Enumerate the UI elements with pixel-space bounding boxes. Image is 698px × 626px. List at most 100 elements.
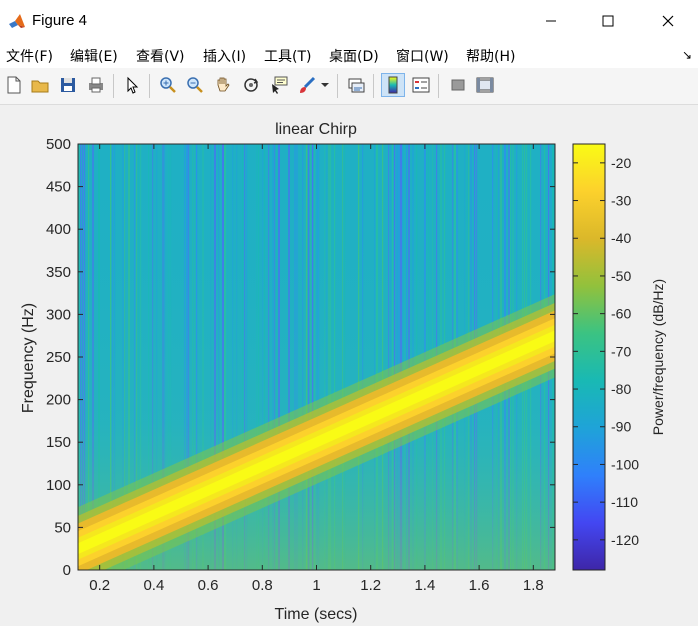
insert-legend-button[interactable] xyxy=(409,73,433,97)
new-figure-icon xyxy=(7,76,21,94)
ridge-band xyxy=(78,330,555,555)
open-file-icon xyxy=(31,80,49,93)
zoom-in-button[interactable] xyxy=(156,73,180,97)
plot-area xyxy=(77,143,556,571)
x-tick-label: 1.2 xyxy=(360,577,381,594)
maximize-button[interactable] xyxy=(585,8,631,34)
chirp-ridge xyxy=(78,294,555,570)
menu-insert[interactable]: 插入(I) xyxy=(203,49,247,65)
y-tick-label: 300 xyxy=(46,306,71,323)
colorbar-tick-label: -90 xyxy=(611,419,631,435)
y-tick-label: 200 xyxy=(46,392,71,409)
show-plot-tools-button[interactable] xyxy=(473,73,497,97)
rotate-3d-icon xyxy=(244,78,259,92)
y-tick-label: 50 xyxy=(54,519,71,536)
dock-arrow-icon[interactable]: ↘ xyxy=(681,48,692,62)
toolbar-separator xyxy=(149,74,150,98)
menu-desktop[interactable]: 桌面(D) xyxy=(329,49,379,65)
toolbar-separator xyxy=(113,74,114,98)
colorbar-tick-label: -110 xyxy=(611,494,638,510)
data-cursor-icon xyxy=(272,76,288,94)
close-icon xyxy=(662,15,674,27)
edit-plot-arrow-icon xyxy=(127,76,139,94)
x-tick-label: 0.4 xyxy=(143,577,164,594)
y-tick-label: 350 xyxy=(46,264,71,281)
window-title: Figure 4 xyxy=(32,12,88,29)
colorbar-tick-label: -100 xyxy=(611,456,639,472)
y-tick-label: 400 xyxy=(46,221,71,238)
y-axis: 0 50 100 150 200 250 300 350 400 450 500 xyxy=(46,136,555,579)
brush-dropdown-button[interactable] xyxy=(319,73,331,97)
y-tick-label: 250 xyxy=(46,349,71,366)
x-tick-label: 0.6 xyxy=(198,577,219,594)
zoom-in-icon xyxy=(160,77,176,93)
insert-colorbar-icon xyxy=(388,76,398,94)
colorbar-tick-label: -20 xyxy=(611,155,631,171)
colorbar-tick-label: -60 xyxy=(611,306,631,322)
open-file-button[interactable] xyxy=(28,73,52,97)
spectrogram-chart: linear Chirp 0.2 0.4 0.6 0.8 1 1.2 1.4 1.6 1.8 0… xyxy=(20,121,666,623)
zoom-out-icon xyxy=(187,77,203,93)
colorbar-tick-label: -50 xyxy=(611,268,631,284)
rotate-3d-button[interactable] xyxy=(239,73,263,97)
close-button[interactable] xyxy=(645,8,691,34)
hide-plot-tools-button[interactable] xyxy=(446,73,470,97)
figure-toolbar xyxy=(0,68,698,105)
menu-help[interactable]: 帮助(H) xyxy=(466,49,516,65)
colorbar-gradient xyxy=(572,143,606,571)
matlab-logo-icon xyxy=(9,14,25,28)
y-tick-label: 0 xyxy=(63,562,71,579)
x-tick-label: 1.4 xyxy=(414,577,435,594)
minimize-icon xyxy=(546,20,556,22)
save-button[interactable] xyxy=(56,73,80,97)
x-tick-label: 1 xyxy=(312,577,320,594)
new-figure-button[interactable] xyxy=(2,73,26,97)
menu-window[interactable]: 窗口(W) xyxy=(396,49,449,65)
brush-dropdown-icon xyxy=(321,83,329,87)
x-tick-label: 0.8 xyxy=(252,577,273,594)
toolbar-separator xyxy=(438,74,439,98)
minimize-button[interactable] xyxy=(528,8,574,34)
menu-file[interactable]: 文件(F) xyxy=(6,49,53,65)
x-tick-label: 1.6 xyxy=(469,577,490,594)
data-cursor-button[interactable] xyxy=(267,73,291,97)
menu-bar: 文件(F) 编辑(E) 查看(V) 插入(I) 工具(T) 桌面(D) 窗口(W… xyxy=(0,42,698,68)
menu-tools[interactable]: 工具(T) xyxy=(264,49,312,65)
zoom-out-button[interactable] xyxy=(183,73,207,97)
y-tick-label: 450 xyxy=(46,179,71,196)
pan-hand-icon xyxy=(217,77,230,92)
menu-edit[interactable]: 编辑(E) xyxy=(70,49,118,65)
hide-plot-tools-icon xyxy=(451,79,465,91)
colorbar-tick-label: -30 xyxy=(611,193,631,209)
brush-icon xyxy=(300,76,316,93)
x-tick-label: 0.2 xyxy=(89,577,110,594)
print-button[interactable] xyxy=(84,73,108,97)
chart-title: linear Chirp xyxy=(275,121,357,138)
toolbar-separator xyxy=(337,74,338,98)
menu-view[interactable]: 查看(V) xyxy=(136,49,185,65)
y-tick-label: 150 xyxy=(46,434,71,451)
maximize-icon xyxy=(602,15,614,27)
toolbar-separator xyxy=(373,74,374,98)
save-icon xyxy=(61,78,75,92)
link-plot-icon xyxy=(348,78,365,93)
brush-button[interactable] xyxy=(295,73,319,97)
x-tick-label: 1.8 xyxy=(523,577,544,594)
colorbar: -20 -30 -40 -50 -60 -70 -80 -90 -100 -110 -120 xyxy=(572,143,639,571)
colorbar-tick-label: -80 xyxy=(611,381,631,397)
pan-button[interactable] xyxy=(211,73,235,97)
colorbar-tick-label: -120 xyxy=(611,532,639,548)
colorbar-label: Power/frequency (dB/Hz) xyxy=(650,279,666,435)
print-icon xyxy=(89,77,103,93)
x-axis: 0.2 0.4 0.6 0.8 1 1.2 1.4 1.6 1.8 xyxy=(89,144,544,594)
link-plot-button[interactable] xyxy=(344,73,368,97)
edit-plot-button[interactable] xyxy=(120,73,144,97)
x-axis-label: Time (secs) xyxy=(275,606,358,623)
y-tick-label: 100 xyxy=(46,477,71,494)
insert-colorbar-button[interactable] xyxy=(381,73,405,97)
title-bar: Figure 4 xyxy=(0,0,698,42)
insert-legend-icon xyxy=(412,77,430,93)
colorbar-tick-label: -40 xyxy=(611,230,631,246)
colorbar-tick-label: -70 xyxy=(611,343,631,359)
y-tick-label: 500 xyxy=(46,136,71,153)
